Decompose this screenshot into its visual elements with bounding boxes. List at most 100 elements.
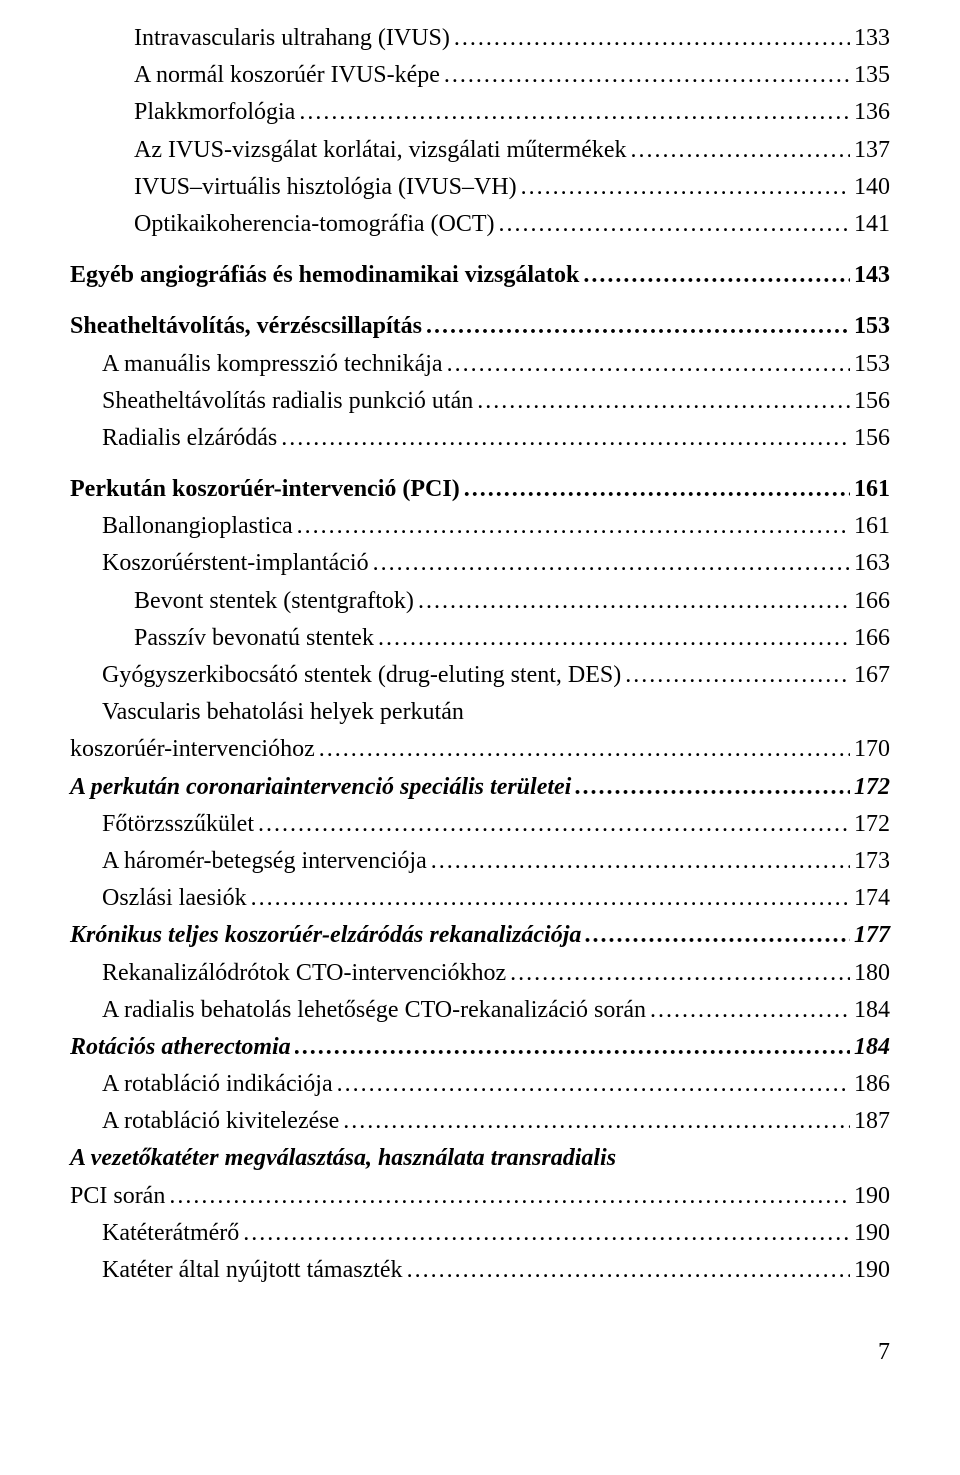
toc-entry: Katéterátmérő...........................…: [102, 1215, 890, 1252]
toc-entry-page: 172: [854, 769, 890, 806]
toc-entry: Bevont stentek (stentgraftok)...........…: [134, 583, 890, 620]
toc-entry-label: Optikaikoherencia-tomográfia (OCT): [134, 206, 495, 243]
toc-entry: A vezetőkatéter megválasztása, használat…: [70, 1140, 890, 1177]
toc-leader-dots: ........................................…: [319, 731, 850, 768]
toc-entry-page: 143: [854, 257, 890, 294]
toc-entry: Oszlási laesiók.........................…: [102, 880, 890, 917]
toc-entry-label: Egyéb angiográfiás és hemodinamikai vizs…: [70, 257, 579, 294]
toc-leader-dots: ........................................…: [418, 583, 850, 620]
toc-entry-page: 173: [854, 843, 890, 880]
toc-leader-dots: ........................................…: [431, 843, 850, 880]
toc-entry-page: 190: [854, 1215, 890, 1252]
toc-entry-page: 174: [854, 880, 890, 917]
toc-entry-label: Krónikus teljes koszorúér-elzáródás reka…: [70, 917, 581, 954]
toc-entry: A háromér-betegség intervenciója........…: [102, 843, 890, 880]
toc-entry-label: A radialis behatolás lehetősége CTO-reka…: [102, 992, 646, 1029]
toc-entry-page: 153: [854, 346, 890, 383]
toc-leader-dots: ........................................…: [295, 1029, 850, 1066]
toc-leader-dots: ........................................…: [464, 471, 850, 508]
toc-entry-page: 190: [854, 1178, 890, 1215]
toc-entry-page: 184: [854, 992, 890, 1029]
toc-entry-label: A háromér-betegség intervenciója: [102, 843, 427, 880]
toc-entry-page: 161: [854, 471, 890, 508]
toc-entry-label: Sheatheltávolítás radialis punkció után: [102, 383, 473, 420]
page-number: 7: [70, 1339, 890, 1366]
toc-leader-dots: ........................................…: [299, 94, 850, 131]
toc-spacer: [70, 294, 890, 308]
toc-leader-dots: ........................................…: [583, 257, 850, 294]
toc-entry-label: A perkután coronariaintervenció speciáli…: [70, 769, 571, 806]
toc-entry-page: 177: [854, 917, 890, 954]
toc-entry: Katéter által nyújtott támaszték........…: [102, 1252, 890, 1289]
toc-leader-dots: ........................................…: [499, 206, 850, 243]
toc-leader-dots: ........................................…: [169, 1178, 850, 1215]
toc-entry-label: Vascularis behatolási helyek perkután: [102, 694, 464, 731]
toc-entry: Főtörzsszűkület.........................…: [102, 806, 890, 843]
toc-entry: Gyógyszerkibocsátó stentek (drug-eluting…: [102, 657, 890, 694]
toc-spacer: [70, 243, 890, 257]
toc-entry-label: Sheatheltávolítás, vérzéscsillapítás: [70, 308, 422, 345]
toc-entry-page: 163: [854, 545, 890, 582]
toc-entry: A manuális kompresszió technikája.......…: [102, 346, 890, 383]
toc-entry: Passzív bevonatú stentek................…: [134, 620, 890, 657]
toc-entry: Ballonangioplastica.....................…: [102, 508, 890, 545]
toc-leader-dots: ........................................…: [373, 545, 850, 582]
toc-entry-page: 170: [854, 731, 890, 768]
toc-leader-dots: ........................................…: [343, 1103, 850, 1140]
toc-entry-label: Radialis elzáródás: [102, 420, 277, 457]
toc-entry-label: A rotabláció indikációja: [102, 1066, 333, 1103]
toc-entry-page: 187: [854, 1103, 890, 1140]
toc-entry-page: 184: [854, 1029, 890, 1066]
toc-entry-page: 137: [854, 132, 890, 169]
toc-entry-page: 166: [854, 583, 890, 620]
toc-leader-dots: ........................................…: [575, 769, 850, 806]
toc-entry: Optikaikoherencia-tomográfia (OCT)......…: [134, 206, 890, 243]
toc-entry: Rekanalizálódrótok CTO-intervenciókhoz..…: [102, 955, 890, 992]
toc-entry-label: Gyógyszerkibocsátó stentek (drug-eluting…: [102, 657, 621, 694]
toc-entry-label: PCI során: [70, 1178, 165, 1215]
toc-entry-label: A manuális kompresszió technikája: [102, 346, 443, 383]
toc-leader-dots: ........................................…: [444, 57, 850, 94]
toc-leader-dots: ........................................…: [281, 420, 850, 457]
toc-entry-page: 156: [854, 420, 890, 457]
toc-entry-page: 161: [854, 508, 890, 545]
toc-entry-page: 172: [854, 806, 890, 843]
toc-entry-label: Intravascularis ultrahang (IVUS): [134, 20, 450, 57]
toc-entry: Plakkmorfológia.........................…: [134, 94, 890, 131]
toc-entry: IVUS–virtuális hisztológia (IVUS–VH)....…: [134, 169, 890, 206]
toc-entry-page: 133: [854, 20, 890, 57]
toc-leader-dots: ........................................…: [585, 917, 850, 954]
toc-entry-label: Oszlási laesiók: [102, 880, 247, 917]
toc-entry: koszorúér-intervencióhoz................…: [70, 731, 890, 768]
toc-leader-dots: ........................................…: [258, 806, 850, 843]
toc-leader-dots: ........................................…: [243, 1215, 850, 1252]
toc-leader-dots: ........................................…: [251, 880, 850, 917]
toc-entry-label: Plakkmorfológia: [134, 94, 295, 131]
toc-entry: Sheatheltávolítás radialis punkció után.…: [102, 383, 890, 420]
toc-entry-page: 140: [854, 169, 890, 206]
toc-entry-label: Koszorúérstent-implantáció: [102, 545, 369, 582]
toc-entry-label: Az IVUS-vizsgálat korlátai, vizsgálati m…: [134, 132, 627, 169]
toc-entry-page: 141: [854, 206, 890, 243]
toc-entry-page: 180: [854, 955, 890, 992]
toc-entry-label: Rotációs atherectomia: [70, 1029, 291, 1066]
toc-leader-dots: ........................................…: [454, 20, 850, 57]
toc-entry: Koszorúérstent-implantáció..............…: [102, 545, 890, 582]
toc-leader-dots: ........................................…: [378, 620, 850, 657]
toc-entry: A radialis behatolás lehetősége CTO-reka…: [102, 992, 890, 1029]
toc-entry-label: A vezetőkatéter megválasztása, használat…: [70, 1140, 616, 1177]
toc-entry-label: koszorúér-intervencióhoz: [70, 731, 315, 768]
toc-entry-label: Perkután koszorúér-intervenció (PCI): [70, 471, 460, 508]
toc-entry: Rotációs atherectomia...................…: [70, 1029, 890, 1066]
toc-entry: Egyéb angiográfiás és hemodinamikai vizs…: [70, 257, 890, 294]
toc-leader-dots: ........................................…: [477, 383, 850, 420]
toc-leader-dots: ........................................…: [650, 992, 850, 1029]
toc-entry-page: 135: [854, 57, 890, 94]
toc-entry-label: Főtörzsszűkület: [102, 806, 254, 843]
toc-entry-page: 156: [854, 383, 890, 420]
toc-entry-label: Ballonangioplastica: [102, 508, 293, 545]
toc-leader-dots: ........................................…: [521, 169, 850, 206]
toc-entry: Radialis elzáródás......................…: [102, 420, 890, 457]
toc-entry: Intravascularis ultrahang (IVUS)........…: [134, 20, 890, 57]
toc-entry-label: IVUS–virtuális hisztológia (IVUS–VH): [134, 169, 517, 206]
